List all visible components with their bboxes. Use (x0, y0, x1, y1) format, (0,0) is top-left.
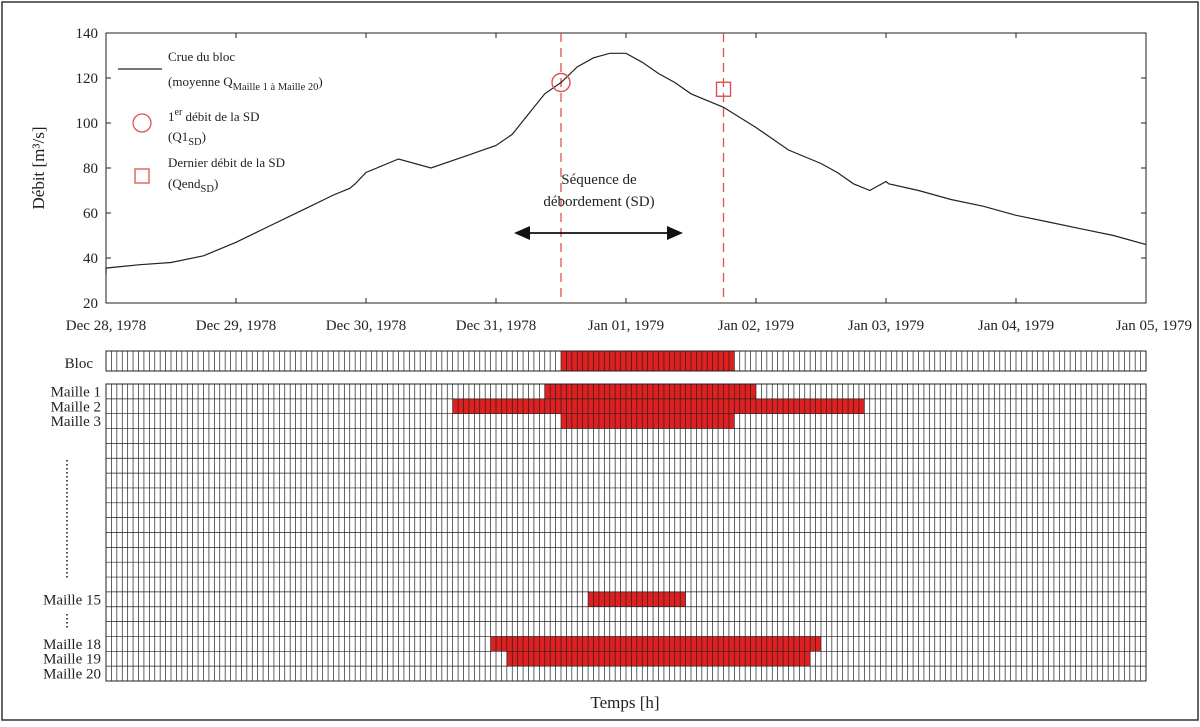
y-tick-label: 120 (76, 71, 99, 87)
legend-square-label1: Dernier débit de la SD (168, 155, 285, 170)
x-tick-label: Jan 04, 1979 (978, 318, 1054, 334)
legend-circle-label1: 1er débit de la SD (168, 107, 260, 124)
maille-row-label: Maille 15 (43, 592, 101, 608)
maille-row-label: Maille 1 (51, 384, 101, 400)
y-tick-label: 100 (76, 116, 99, 132)
y-tick-label: 20 (83, 296, 98, 312)
sd-markers (551, 72, 732, 97)
last-flow-marker (715, 81, 732, 97)
bloc-row-label: Bloc (65, 356, 94, 372)
y-axis-label: Débit [m³/s] (29, 127, 48, 210)
flow-series-line (105, 52, 1147, 274)
annotation-line1: Séquence de (561, 172, 637, 188)
y-tick-label: 60 (83, 206, 98, 222)
legend-square-label2: (QendSD) (168, 176, 218, 195)
x-tick-label: Dec 29, 1978 (196, 318, 276, 334)
maille-grid (105, 383, 1147, 682)
maille-active-range (544, 384, 756, 399)
x-tick-label: Jan 02, 1979 (718, 318, 794, 334)
x-tick-label: Dec 28, 1978 (66, 318, 146, 334)
hydrograph-plot: 20 40 60 80 100 120 140 Dec 28, 1978 Dec 29, 19… (29, 26, 1192, 334)
x-tick-label: Jan 01, 1979 (588, 318, 664, 334)
first-flow-marker (551, 72, 571, 93)
y-tick-label: 80 (83, 161, 98, 177)
bloc-row (105, 350, 1147, 372)
bloc-cell-lines (105, 351, 1147, 371)
maille-grid-border (105, 383, 1147, 682)
legend-circle-swatch (132, 113, 152, 133)
maille-row-label: Maille 18 (43, 637, 101, 653)
x-tick-label: Dec 31, 1978 (456, 318, 536, 334)
maille-row-label: Maille 19 (43, 652, 101, 668)
sd-vertical-lines (560, 33, 725, 303)
x-tick-label: Dec 30, 1978 (326, 318, 406, 334)
maille-active-range (490, 636, 821, 652)
y-tick-label: 40 (83, 251, 98, 267)
legend: Crue du bloc (moyenne QMaille 1 à Maille… (118, 49, 323, 195)
annotation-arrow (514, 226, 683, 240)
maille-row-label: Maille 20 (43, 667, 101, 683)
maille-cell-lines (105, 383, 1147, 682)
legend-circle-label2: (Q1SD) (168, 129, 206, 148)
x-axis-label: Temps [h] (590, 693, 659, 712)
x-tick-label: Jan 03, 1979 (848, 318, 924, 334)
x-axis-ticks: Dec 28, 1978 Dec 29, 1978 Dec 30, 1978 Dec … (66, 33, 1192, 334)
maille-row-label: Maille 2 (51, 399, 101, 415)
y-tick-label: 140 (76, 26, 99, 42)
annotation-line2: débordement (SD) (543, 194, 654, 210)
y-axis-ticks: 20 40 60 80 100 120 140 (76, 26, 1146, 312)
legend-square-swatch (134, 168, 150, 184)
legend-line-label1: Crue du bloc (168, 49, 235, 64)
x-tick-label: Jan 05, 1979 (1116, 318, 1192, 334)
legend-line-label2: (moyenne QMaille 1 à Maille 20) (168, 74, 323, 93)
bloc-row-border (105, 350, 1147, 372)
maille-active-range (544, 398, 756, 414)
maille-row-label: Maille 3 (51, 414, 101, 430)
